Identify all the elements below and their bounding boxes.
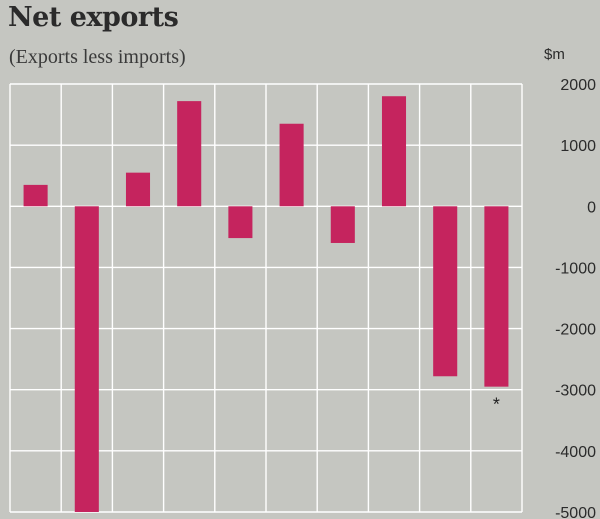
bar-3 [125, 172, 151, 207]
bar-8 [381, 96, 407, 207]
bar-5 [228, 206, 253, 239]
y-tick-label: -5000 [555, 505, 596, 519]
y-axis-unit-label: $m [544, 46, 565, 63]
bar-7 [330, 206, 355, 243]
bar-1 [23, 184, 48, 207]
chart-title: Net exports [8, 2, 179, 33]
bar-9 [433, 206, 458, 377]
y-tick-label: -1000 [555, 260, 596, 277]
bar-4 [177, 101, 202, 207]
y-tick-label: 1000 [560, 138, 596, 155]
chart-subtitle: (Exports less imports) [9, 46, 186, 68]
bars [23, 96, 509, 513]
y-tick-label: -2000 [555, 322, 596, 339]
y-tick-labels: 2000 1000 0 -1000 -2000 -3000 -4000 -5000 [555, 77, 596, 519]
y-tick-label: 0 [587, 199, 596, 216]
bar-annotation-asterisk: * [493, 395, 500, 415]
y-tick-label: 2000 [560, 77, 596, 94]
bar-2 [74, 206, 99, 513]
bar-10 [484, 206, 509, 387]
y-tick-label: -4000 [555, 444, 596, 461]
bar-6 [279, 123, 304, 207]
y-tick-label: -3000 [555, 383, 596, 400]
